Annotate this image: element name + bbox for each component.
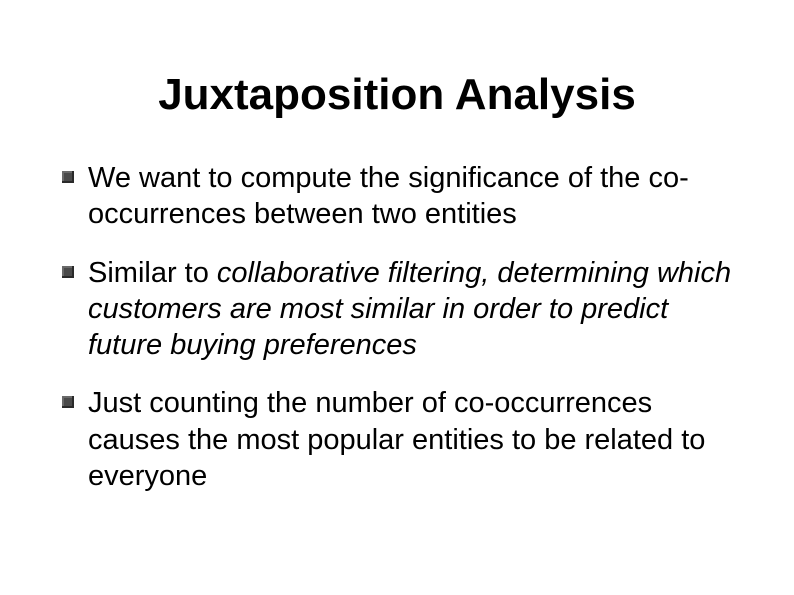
list-item: Similar to collaborative filtering, dete… [60, 255, 734, 364]
bullet-text: Just counting the number of co-occurrenc… [88, 387, 705, 492]
list-item: We want to compute the significance of t… [60, 160, 734, 233]
bullet-list: We want to compute the significance of t… [60, 160, 734, 494]
slide-title: Juxtaposition Analysis [60, 70, 734, 120]
list-item: Just counting the number of co-occurrenc… [60, 385, 734, 494]
bullet-prefix: Similar to [88, 257, 217, 289]
bullet-text: We want to compute the significance of t… [88, 162, 689, 230]
